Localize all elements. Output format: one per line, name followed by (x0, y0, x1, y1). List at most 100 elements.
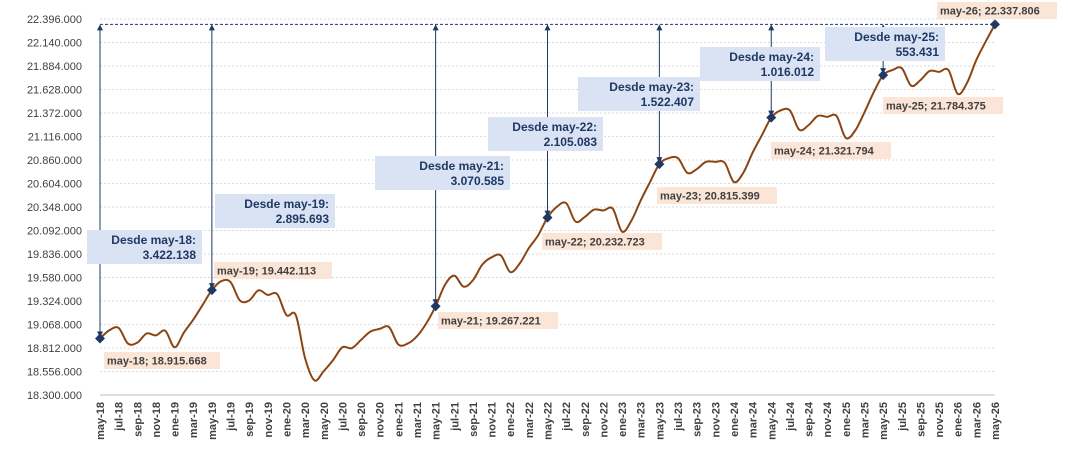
x-tick-label: nov-21 (487, 402, 499, 437)
x-tick-label: nov-25 (934, 402, 946, 437)
y-tick-label: 22.140.000 (27, 38, 82, 50)
y-tick-label: 21.372.000 (27, 108, 82, 120)
point-label: may-25; 21.784.375 (886, 101, 986, 113)
desde-label-value: 2.895.693 (276, 212, 330, 226)
x-tick-label: sep-22 (580, 402, 592, 437)
x-tick-label: jul-20 (337, 402, 349, 432)
y-tick-label: 19.836.000 (27, 249, 82, 261)
x-tick-label: mar-25 (859, 402, 871, 438)
desde-box (488, 117, 603, 151)
desde-label-title: Desde may-25: (854, 30, 939, 44)
x-tick-label: sep-20 (356, 402, 368, 437)
desde-arrow-head-top (97, 24, 103, 31)
y-axis: 18.300.000 18.556.000 18.812.000 19.068.000… (27, 14, 82, 402)
desde-arrow-head-top (544, 24, 551, 31)
desde-arrow-head-top (208, 24, 215, 31)
desde-label-value: 1.522.407 (641, 95, 695, 109)
desde-annotations: Desde may-18:3.422.138 Desde may-19:2.895… (87, 23, 995, 338)
x-tick-label: ene-20 (281, 402, 293, 437)
desde-arrow-head-top (432, 24, 439, 31)
x-tick-label: may-26 (990, 402, 1002, 440)
x-tick-label: jul-21 (449, 402, 461, 432)
point-label-bg (104, 352, 220, 369)
x-tick-label: sep-25 (915, 402, 927, 437)
desde-label-value: 553.431 (896, 45, 940, 59)
x-tick-label: jul-24 (785, 401, 797, 432)
y-tick-label: 21.628.000 (27, 85, 82, 97)
y-tick-label: 19.324.000 (27, 296, 82, 308)
y-tick-label: 20.860.000 (27, 155, 82, 167)
x-tick-label: sep-24 (804, 401, 816, 437)
y-tick-label: 18.812.000 (27, 343, 82, 355)
x-tick-label: jul-22 (561, 402, 573, 432)
diamond-marker (990, 19, 1000, 30)
y-tick-label: 21.116.000 (28, 132, 82, 144)
point-label: may-19; 19.442.113 (217, 266, 316, 278)
x-tick-label: jul-23 (673, 402, 685, 432)
point-label-bg (657, 187, 777, 204)
x-tick-label: may-18 (95, 402, 107, 440)
y-tick-label: 20.348.000 (27, 202, 82, 214)
y-tick-label: 20.092.000 (27, 226, 82, 238)
y-tick-label: 20.604.000 (27, 179, 82, 191)
desde-box (215, 194, 335, 228)
desde-label-value: 3.070.585 (451, 174, 505, 188)
desde-box (375, 156, 510, 190)
desde-label-title: Desde may-21: (419, 159, 504, 173)
desde-box (578, 77, 700, 111)
point-label: may-22; 20.232.723 (545, 237, 645, 249)
desde-label-title: Desde may-23: (609, 80, 694, 94)
x-tick-label: ene-22 (505, 402, 517, 437)
x-tick-label: may-24 (766, 401, 778, 440)
desde-label-value: 1.016.012 (761, 65, 815, 79)
x-tick-label: sep-23 (692, 402, 704, 437)
point-label: may-21; 19.267.221 (441, 316, 541, 328)
x-tick-label: may-21 (431, 402, 443, 440)
diamond-marker (95, 333, 105, 344)
x-tick-label: may-25 (878, 402, 890, 440)
point-label-bg (438, 312, 558, 329)
desde-label-title: Desde may-18: (111, 233, 196, 247)
point-label-bg (542, 233, 662, 250)
x-tick-label: nov-24 (822, 401, 834, 437)
x-tick-label: ene-21 (393, 402, 405, 437)
point-label: may-18; 18.915.668 (107, 356, 207, 368)
x-tick-label: ene-26 (953, 402, 965, 437)
desde-box (87, 230, 202, 264)
desde-label-value: 3.422.138 (143, 248, 197, 262)
x-tick-label: sep-19 (244, 402, 256, 437)
marker-group (95, 19, 1000, 344)
x-tick-label: mar-19 (188, 402, 200, 438)
desde-box (825, 27, 945, 61)
diamond-marker (430, 301, 441, 312)
desde-label-title: Desde may-22: (512, 120, 597, 134)
x-tick-label: ene-23 (617, 402, 629, 437)
point-label: may-26; 22.337.806 (940, 6, 1040, 18)
x-tick-label: ene-25 (841, 402, 853, 437)
diamond-marker (766, 112, 777, 123)
x-tick-label: nov-22 (598, 402, 610, 437)
x-tick-label: nov-20 (375, 402, 387, 437)
x-tick-label: jul-18 (114, 402, 126, 432)
x-tick-label: may-19 (207, 402, 219, 440)
desde-label-value: 2.105.083 (544, 135, 598, 149)
x-tick-label: jul-25 (897, 402, 909, 432)
x-axis: may-18 jul-18 sep-18 nov-18 ene-19 mar-19 may-… (95, 394, 1002, 440)
point-label-group: may-18; 18.915.668 may-19; 19.442.113 may-… (104, 2, 1057, 369)
desde-arrow-head-top (656, 24, 663, 31)
y-tick-label: 22.396.000 (27, 14, 82, 26)
x-tick-label: mar-22 (524, 402, 536, 438)
y-tick-label: 18.300.000 (27, 390, 82, 402)
point-label-bg (771, 142, 891, 159)
x-tick-label: mar-24 (748, 401, 760, 438)
point-label-bg (937, 2, 1057, 19)
x-tick-label: ene-24 (729, 401, 741, 437)
x-tick-label: sep-21 (468, 402, 480, 437)
desde-label-title: Desde may-24: (729, 50, 814, 64)
point-label-bg (214, 262, 332, 279)
x-tick-label: nov-23 (710, 402, 722, 437)
diamond-marker (206, 285, 217, 296)
y-tick-label: 18.556.000 (27, 367, 82, 379)
x-tick-label: mar-26 (971, 402, 983, 438)
